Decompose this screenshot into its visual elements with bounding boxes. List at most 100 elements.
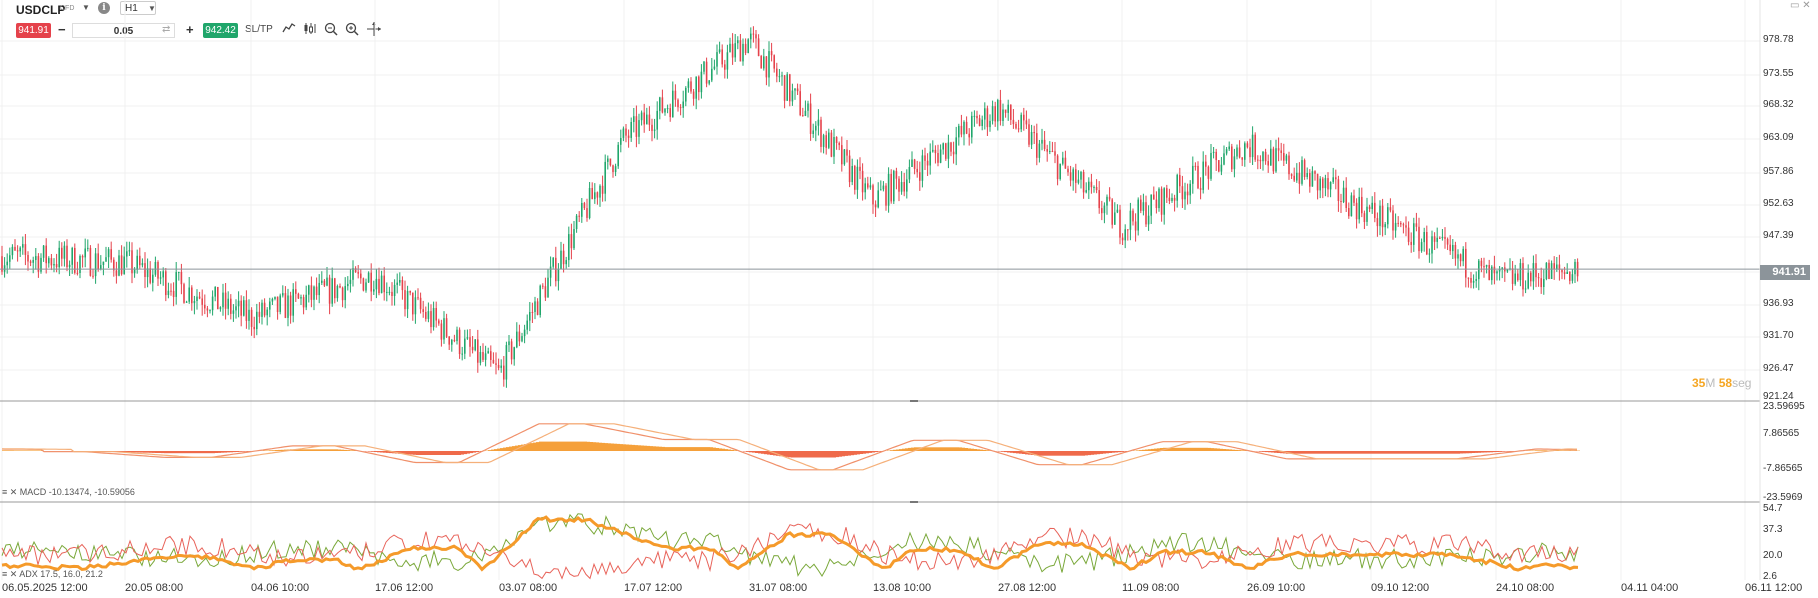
candle-body xyxy=(214,287,216,297)
macd-histogram-bar xyxy=(902,448,905,451)
sltp-button[interactable]: SL/TP xyxy=(245,24,273,35)
candle-body xyxy=(490,351,492,360)
candle-body xyxy=(1223,153,1225,165)
time-axis-label: 24.10 08:00 xyxy=(1496,582,1555,594)
macd-histogram-bar xyxy=(854,451,857,455)
candle-body xyxy=(526,320,528,330)
candle-body xyxy=(1439,237,1441,239)
macd-histogram-bar xyxy=(734,450,737,451)
candle-body xyxy=(352,268,354,280)
macd-histogram-bar xyxy=(923,447,926,451)
sell-price-button[interactable]: 941.91 xyxy=(16,23,51,38)
macd-histogram-bar xyxy=(1331,451,1334,454)
candle-body xyxy=(1270,148,1272,166)
candle-body xyxy=(466,337,469,339)
candle-body xyxy=(1176,174,1178,201)
candle-body xyxy=(716,52,718,67)
macd-histogram-bar xyxy=(827,451,830,458)
macd-histogram-bar xyxy=(1469,451,1472,454)
macd-histogram-bar xyxy=(1394,451,1397,454)
candle-body xyxy=(237,300,240,307)
macd-histogram-bar xyxy=(1148,449,1151,451)
macd-histogram-bar xyxy=(386,451,389,453)
candle-body xyxy=(1475,279,1477,281)
candle-body xyxy=(1041,139,1043,144)
candle-body xyxy=(1150,194,1152,216)
swap-icon[interactable]: ⇄ xyxy=(162,24,171,35)
macd-indicator-label[interactable]: ≡ ✕ MACD -10.13474, -10.59056 xyxy=(2,487,135,497)
macd-histogram-bar xyxy=(1145,449,1148,451)
macd-histogram-bar xyxy=(1373,451,1376,454)
candle-body xyxy=(32,260,34,263)
macd-histogram-bar xyxy=(1304,451,1307,454)
macd-histogram-bar xyxy=(866,451,869,454)
candle-body xyxy=(1106,196,1108,206)
candle-body xyxy=(321,280,323,283)
candle-body xyxy=(1350,195,1353,217)
candle-body xyxy=(633,116,635,122)
macd-histogram-bar xyxy=(665,447,668,451)
buy-price-button[interactable]: 942.42 xyxy=(203,23,238,38)
adx-indicator-label[interactable]: ≡ ✕ ADX 17.5, 16.0, 21.2 xyxy=(2,569,103,579)
symbol-dropdown-icon[interactable]: ▼ xyxy=(82,3,90,12)
quantity-input[interactable]: 0.05 xyxy=(72,23,175,38)
macd-histogram-bar xyxy=(1070,451,1073,456)
timeframe-select[interactable]: H1 xyxy=(120,1,156,15)
macd-histogram-bar xyxy=(707,447,710,451)
candle-body xyxy=(695,76,697,99)
macd-histogram-bar xyxy=(161,451,164,454)
candle-body xyxy=(542,285,544,287)
zoom-in-icon[interactable] xyxy=(345,22,359,39)
macd-histogram-bar xyxy=(1154,448,1157,451)
macd-histogram-bar xyxy=(842,451,845,457)
line-chart-icon[interactable] xyxy=(282,22,296,37)
time-axis-label: 06.11 12:00 xyxy=(1745,582,1803,594)
candle-body xyxy=(698,76,700,93)
candle-body xyxy=(1181,186,1184,200)
zoom-out-icon[interactable] xyxy=(324,22,338,39)
macd-histogram-bar xyxy=(527,443,530,451)
macd-histogram-bar xyxy=(398,451,401,454)
candle-body xyxy=(1340,201,1342,202)
candle-body xyxy=(123,256,125,275)
macd-histogram-bar xyxy=(635,445,638,451)
macd-line xyxy=(1,423,1578,471)
symbol-name[interactable]: USDCLP xyxy=(16,3,66,17)
timeframe-dropdown-icon[interactable]: ▼ xyxy=(148,4,156,13)
adx-axis-label: 54.7 xyxy=(1763,503,1783,514)
macd-histogram-bar xyxy=(218,451,221,453)
candle-body xyxy=(1543,279,1545,287)
candle-body xyxy=(1374,202,1376,219)
macd-histogram-bar xyxy=(1064,451,1067,456)
macd-histogram-bar xyxy=(155,451,158,453)
macd-histogram-bar xyxy=(1187,447,1190,451)
candle-body xyxy=(1080,172,1082,180)
macd-histogram-bar xyxy=(476,451,479,453)
increase-quantity-button[interactable]: + xyxy=(186,22,194,37)
candle-body xyxy=(581,203,583,217)
candle-body xyxy=(1337,179,1340,201)
candle-body xyxy=(37,256,40,272)
macd-histogram-bar xyxy=(1337,451,1340,454)
macd-histogram-bar xyxy=(8,450,11,451)
macd-histogram-bar xyxy=(323,449,326,451)
candle-body xyxy=(594,192,596,200)
crosshair-icon[interactable] xyxy=(367,22,381,39)
candle-body xyxy=(859,166,861,171)
adx-panel xyxy=(1,513,1579,580)
candle-body xyxy=(1319,178,1321,191)
info-icon[interactable]: i xyxy=(98,2,110,14)
macd-histogram-bar xyxy=(1364,451,1367,454)
candle-body xyxy=(721,49,723,65)
candle-body xyxy=(1173,197,1176,201)
macd-histogram-bar xyxy=(860,451,863,454)
macd-histogram-bar xyxy=(311,449,314,451)
candles-icon[interactable] xyxy=(303,22,317,38)
macd-histogram-bar xyxy=(5,450,8,451)
candle-body xyxy=(937,153,939,163)
countdown-minutes-unit: M xyxy=(1705,376,1716,390)
window-controls[interactable]: ▭ ✕ xyxy=(1790,0,1811,11)
macd-histogram-bar xyxy=(284,449,287,451)
decrease-quantity-button[interactable]: − xyxy=(58,22,66,37)
